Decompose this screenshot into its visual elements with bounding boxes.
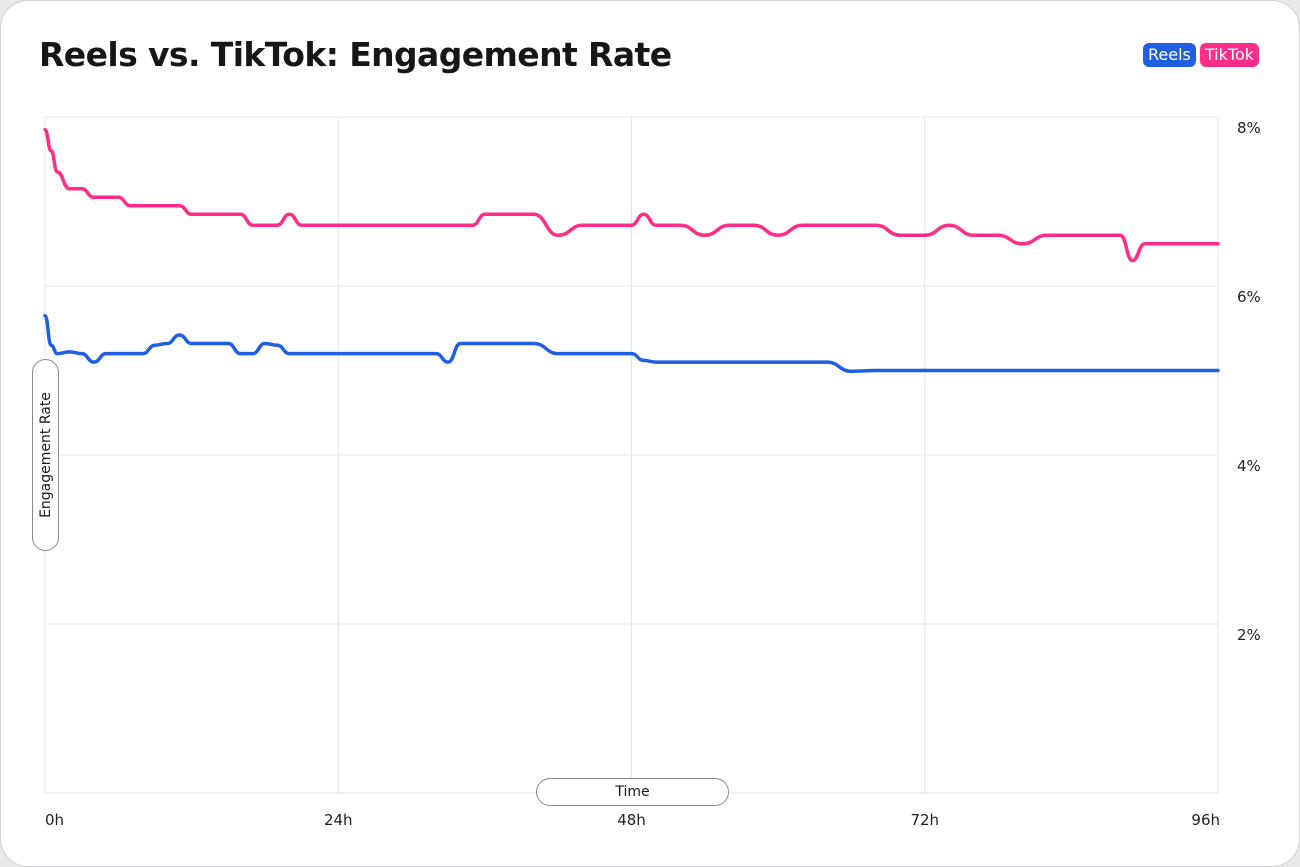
chart-title: Reels vs. TikTok: Engagement Rate — [39, 35, 672, 74]
legend-item-tiktok[interactable]: TikTok — [1199, 43, 1259, 67]
series-line-reels[interactable] — [43, 313, 1220, 374]
x-tick-label: 48h — [617, 811, 646, 829]
y-tick-label: 2% — [1237, 626, 1261, 644]
y-tick-labels: 2% 4% 6% 8% — [1237, 119, 1261, 644]
x-tick-label: 72h — [910, 811, 939, 829]
series-line-tiktok[interactable] — [43, 127, 1220, 263]
legend: Reels TikTok — [1143, 43, 1259, 67]
legend-item-reels[interactable]: Reels — [1143, 43, 1196, 67]
x-tick-label: 96h — [1191, 811, 1220, 829]
series-lines — [43, 127, 1220, 374]
y-axis-label-text: Engagement Rate — [37, 392, 54, 518]
y-tick-label: 4% — [1237, 457, 1261, 475]
x-tick-label: 0h — [45, 811, 64, 829]
x-tick-labels: 0h 24h 48h 72h 96h — [45, 811, 1220, 829]
x-axis-label: Time — [536, 778, 729, 806]
y-tick-label: 8% — [1237, 119, 1261, 137]
x-axis-label-text: Time — [615, 784, 650, 800]
y-tick-label: 6% — [1237, 288, 1261, 306]
grid-lines — [44, 116, 1219, 794]
y-axis-label: Engagement Rate — [32, 359, 59, 551]
x-tick-label: 24h — [324, 811, 353, 829]
